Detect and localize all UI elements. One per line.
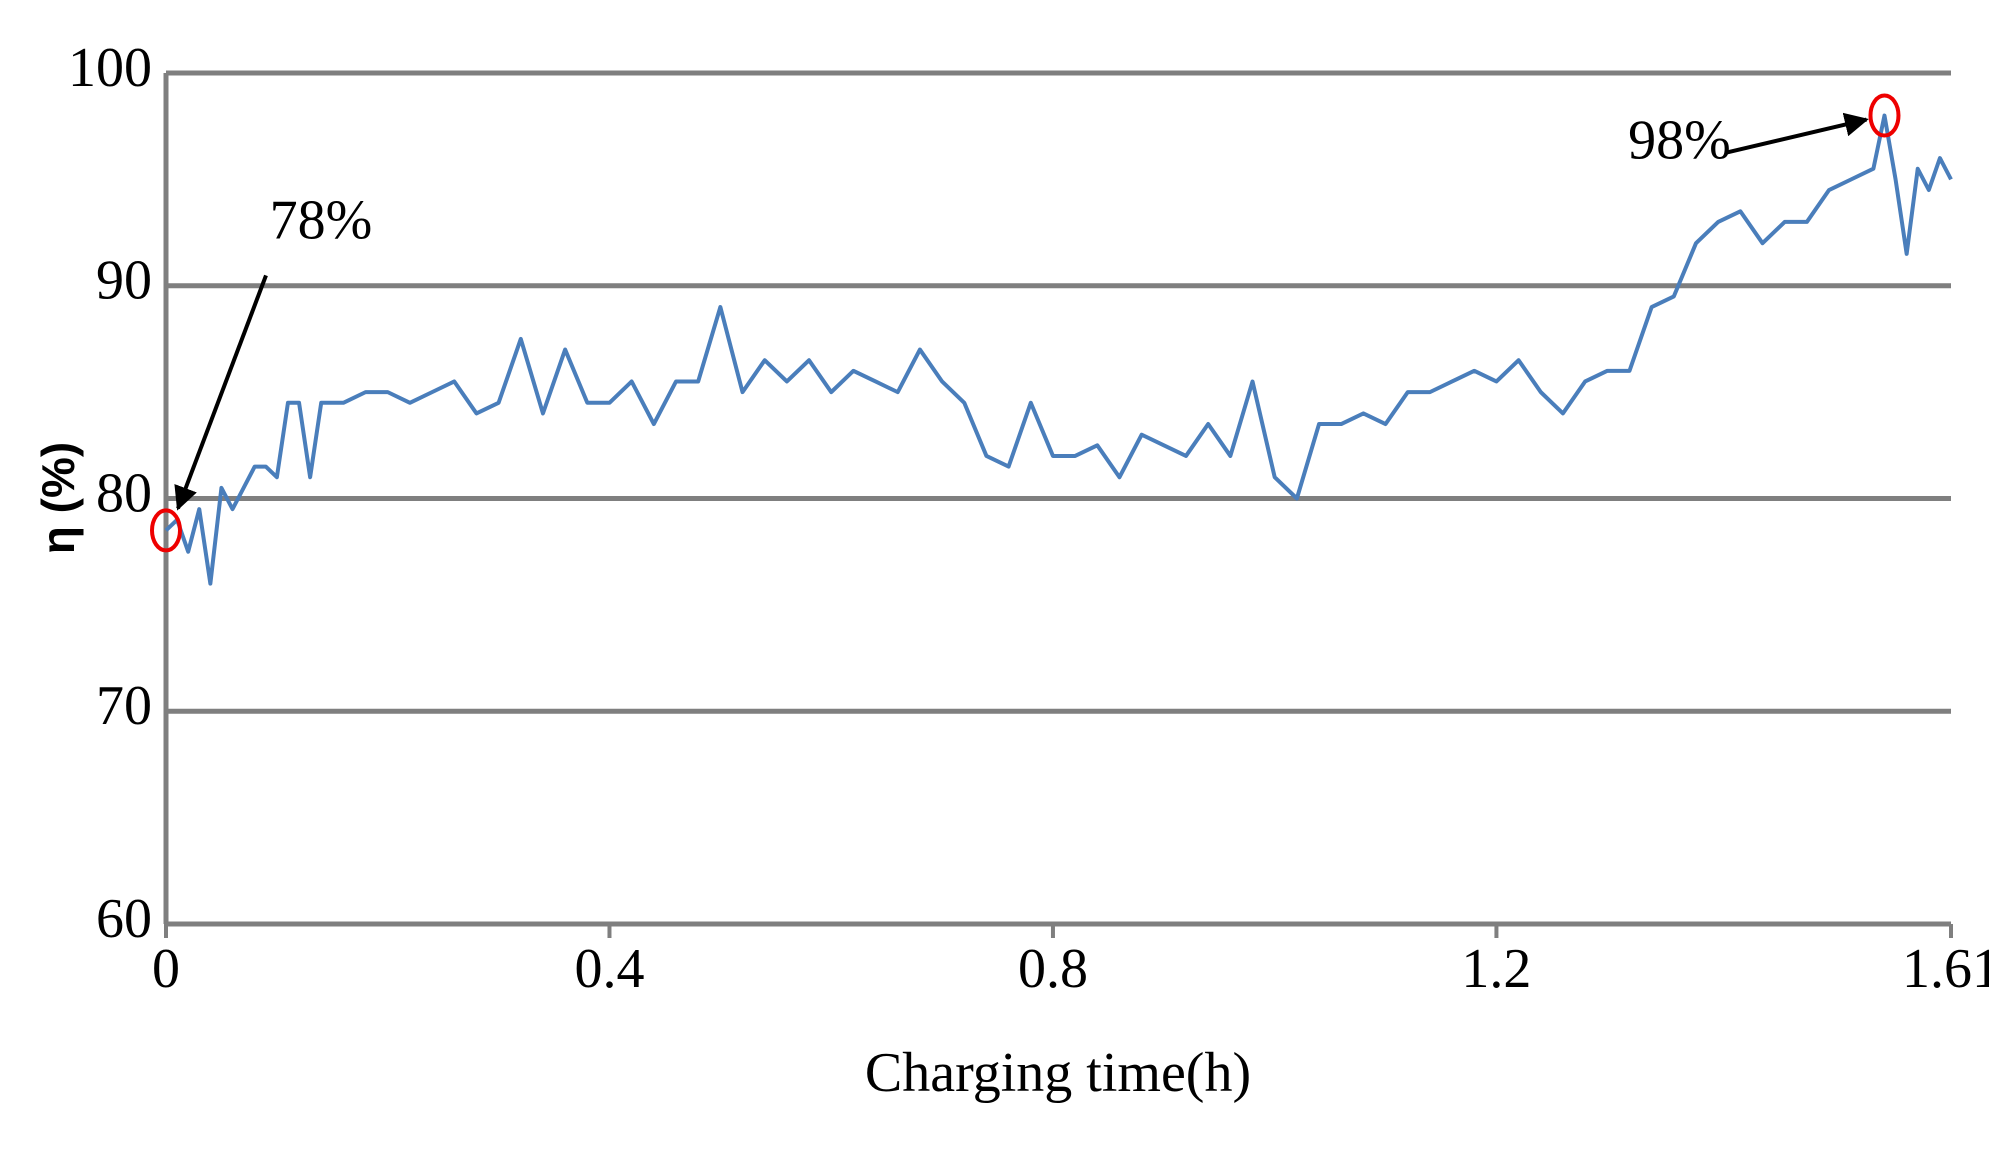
highlight-circle [1868,93,1901,138]
x-tick-label: 0 [152,938,180,1000]
annotation-label: 98% [1628,109,1731,171]
annotation-label: 78% [270,189,373,251]
data-line [164,113,1953,586]
y-tick-label: 100 [68,37,152,99]
annotation-arrow [174,274,268,511]
x-tick-label: 1.61 [1902,938,1989,1000]
x-tick-label: 0.4 [574,938,644,1000]
y-tick-label: 60 [96,888,152,950]
y-tick-label: 80 [96,462,152,524]
annotation-arrow [1726,112,1869,155]
y-tick-label: 90 [96,250,152,312]
x-axis-title: Charging time(h) [865,1042,1251,1104]
y-tick-label: 70 [96,675,152,737]
y-axis-title: η (%) [32,442,84,554]
x-tick-label: 0.8 [1018,938,1088,1000]
x-tick-label: 1.2 [1461,938,1531,1000]
highlight-circle [150,508,182,553]
